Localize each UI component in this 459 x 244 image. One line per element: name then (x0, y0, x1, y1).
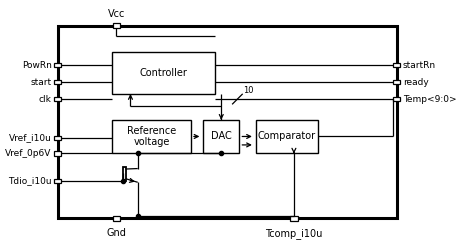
Bar (392, 97, 400, 101)
Text: startRn: startRn (402, 61, 435, 70)
Text: Reference
voltage: Reference voltage (127, 126, 176, 147)
Bar (54, 80, 62, 84)
Text: Tcomp_i10u: Tcomp_i10u (265, 228, 322, 239)
Bar (58, 26, 396, 218)
Text: Gnd: Gnd (106, 228, 126, 238)
Bar (112, 52, 215, 94)
Text: Controller: Controller (140, 68, 187, 78)
Bar (112, 120, 190, 153)
Bar (54, 179, 62, 183)
Bar (54, 97, 62, 101)
Text: Comparator: Comparator (257, 132, 315, 142)
Bar (123, 167, 125, 181)
Text: PowRn: PowRn (22, 61, 52, 70)
Text: DAC: DAC (210, 132, 231, 142)
Bar (392, 80, 400, 84)
Bar (392, 63, 400, 68)
Text: Temp<9:0>: Temp<9:0> (402, 95, 455, 104)
Bar (112, 23, 120, 28)
Text: 10: 10 (242, 86, 253, 95)
Text: clk: clk (39, 95, 52, 104)
Text: Tdio_i10u: Tdio_i10u (8, 177, 52, 186)
Text: Vref_i10u: Vref_i10u (9, 133, 52, 142)
Bar (255, 120, 318, 153)
Text: Vcc: Vcc (107, 10, 125, 20)
Text: ready: ready (402, 78, 428, 87)
Bar (54, 135, 62, 140)
Bar (290, 216, 297, 221)
Bar (54, 151, 62, 155)
Bar (54, 63, 62, 68)
Text: start: start (31, 78, 52, 87)
Bar (203, 120, 239, 153)
Bar (112, 216, 120, 221)
Text: Vref_0p6V: Vref_0p6V (6, 149, 52, 158)
